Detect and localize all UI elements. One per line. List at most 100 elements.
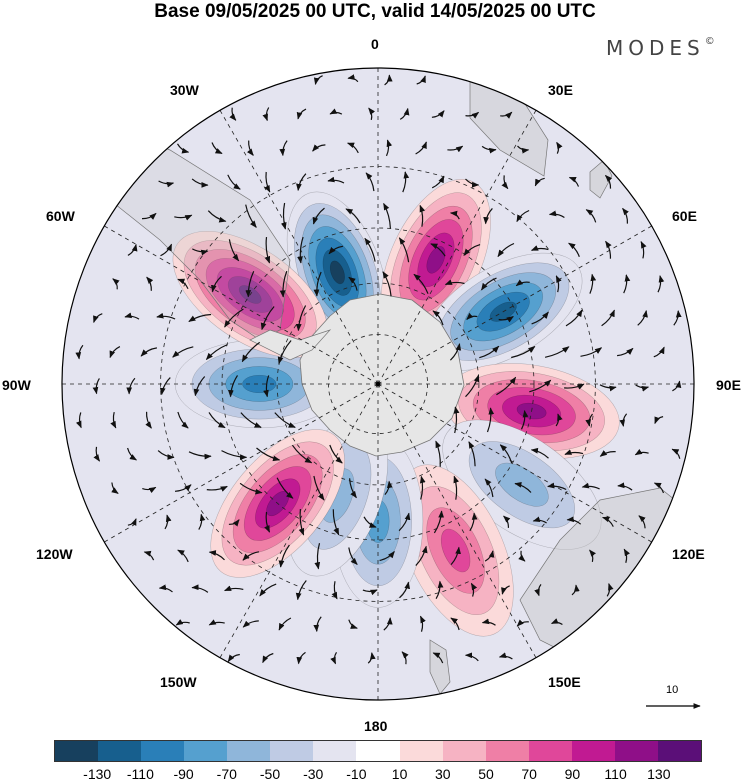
wind-arrow [330,651,338,665]
wind-arrow [264,237,271,264]
wind-arrow [496,376,517,396]
wind-arrow [93,313,103,323]
wind-arrow [566,516,582,525]
wind-arrow [464,652,479,662]
wind-arrow [432,310,444,326]
wind-arrow [484,550,495,562]
wind-arrow [589,273,597,294]
wind-arrow [599,384,617,392]
wind-arrow [470,582,478,597]
wind-arrow [398,512,411,532]
wind-arrow [313,475,325,501]
colorbar-cell [571,741,615,761]
wind-arrow [534,584,542,597]
wind-arrow [111,482,119,494]
wind-arrow [295,305,307,332]
wind-arrow [174,484,192,492]
brand-copyright-mark: © [704,36,715,47]
wind-arrow [159,377,171,396]
wind-arrow [227,653,240,663]
colorbar-tick-label: -50 [259,766,281,782]
wind-arrow [617,482,633,491]
colorbar-tick-label: -30 [303,766,324,782]
wind-arrow [142,486,157,494]
wind-arrow [544,346,570,358]
south-pole-marker [375,381,381,387]
wind-arrow [331,581,338,600]
wind-arrow [277,340,292,365]
wind-arrow [188,451,212,460]
madagascar-landmass [589,159,613,199]
wind-arrow [534,177,545,187]
wind-arrow [264,511,271,533]
wind-arrow [571,584,580,596]
wind-arrow [92,378,100,395]
wind-arrow [314,543,321,570]
wind-arrow [75,344,84,360]
wind-arrow [671,448,681,459]
wind-arrow [112,278,120,290]
wind-arrow [453,475,459,500]
wind-arrow [296,108,307,120]
wind-arrow [191,584,209,593]
wind-arrow [221,450,248,461]
wind-arrow [640,240,647,259]
wind-arrow [191,178,209,188]
wind-arrow [606,583,614,597]
wind-arrow [431,175,445,189]
wind-arrow [619,413,628,427]
colorbar-tick-label: 90 [564,766,581,782]
wind-arrow [278,617,292,631]
wind-arrow [245,204,257,228]
wind-arrow [413,273,429,294]
wind-arrow [327,176,345,184]
wind-arrow [402,171,410,193]
lon-label-0: 0 [371,36,379,52]
wind-arrow [481,277,497,291]
wind-arrow [208,412,226,429]
colorbar-tick-label: -130 [83,766,112,782]
wind-arrow [447,145,464,153]
anomaly-contour [426,246,446,274]
wind-arrow [256,447,281,462]
wind-arrow [240,412,262,428]
wind-arrow [242,620,259,628]
wind-arrow [530,245,549,251]
wind-arrow [605,174,613,189]
wind-arrow [279,270,288,298]
lon-label-90e: 90E [716,377,741,393]
lon-label-120w: 120W [36,546,73,562]
lon-label-30w: 30W [170,82,199,98]
colorbar-tick-label: 10 [391,766,408,782]
lon-label-30e: 30E [548,82,573,98]
wind-arrow [503,515,511,528]
wind-arrow [585,413,593,427]
wind-arrow [145,411,152,429]
wind-arrow [564,383,585,390]
wind-arrow [399,581,411,599]
colorbar-tick-label: 70 [521,766,537,782]
wind-arrow [481,618,496,626]
wind-arrow [227,174,241,190]
wind-arrow [365,172,375,192]
wind-vectors [75,74,682,665]
wind-arrow [383,617,393,631]
wind-arrow [224,585,244,592]
wind-arrow [241,341,261,363]
colorbar-tick-label: -10 [346,766,367,782]
colorbar-tick-label: 30 [435,766,451,782]
wind-arrow [555,413,563,427]
wind-arrow [205,343,228,361]
wind-arrow [156,312,176,320]
brand-logo: MODES© [606,36,715,60]
wind-arrow [242,551,260,561]
colorbar-cell [98,741,142,761]
wind-arrow [599,450,616,457]
wind-arrow [278,544,290,568]
wind-arrow [175,619,190,626]
wind-arrow [210,275,222,293]
wind-arrow [468,441,476,467]
wind-arrow [172,346,194,358]
wind-arrow [500,111,513,119]
wind-arrow [531,311,549,325]
